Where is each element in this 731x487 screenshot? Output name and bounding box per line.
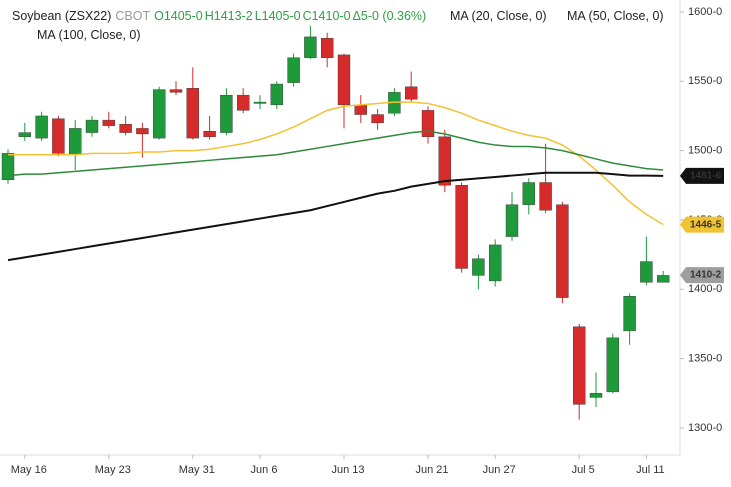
candle-body	[270, 83, 283, 106]
price-tag	[680, 167, 724, 184]
x-tick-label: May 23	[95, 464, 131, 476]
candle-body	[657, 275, 670, 283]
legend-item: MA (20, Close, 0)	[450, 9, 547, 23]
x-tick-label: Jun 6	[251, 464, 278, 476]
candle-body	[472, 258, 485, 276]
legend-item: MA (50, Close, 0)	[567, 9, 664, 23]
candle-body	[505, 204, 519, 237]
candle-body	[522, 182, 535, 205]
exchange: CBOT	[115, 9, 151, 23]
legend-item: MA (100, Close, 0)	[37, 28, 141, 42]
candle-body	[623, 296, 636, 332]
x-tick-label: Jun 21	[415, 464, 448, 476]
candle-body	[186, 87, 200, 139]
candle-body	[455, 185, 468, 269]
candle-body	[236, 94, 250, 111]
candle-body	[1, 153, 15, 180]
candle-body	[321, 38, 334, 58]
candle-body	[102, 119, 116, 126]
price-tag-label: 1481-6	[690, 171, 722, 182]
candle-body	[304, 36, 317, 58]
x-tick-label: Jul 11	[636, 464, 665, 476]
candle-body	[203, 130, 216, 137]
ma-line	[7, 171, 664, 262]
y-tick-label: 1550-0	[688, 75, 722, 87]
candle-body	[337, 54, 351, 106]
ma-line	[8, 101, 664, 226]
candle-body	[85, 119, 99, 133]
quote: O1405-0 H1413-2 L1405-0 C1410-0 Δ5-0 (0.36%)	[154, 9, 428, 23]
candle-body	[539, 182, 552, 211]
candle-body	[640, 261, 653, 283]
candle-body	[119, 124, 132, 133]
y-tick-label: 1500-0	[688, 145, 722, 157]
ma-line	[7, 130, 664, 177]
candle-body	[405, 86, 418, 100]
candle-body	[68, 128, 82, 155]
candle-body	[573, 326, 586, 405]
candle-body	[606, 337, 619, 393]
candle-body	[489, 244, 502, 282]
price-tag	[680, 216, 724, 233]
x-tick-label: May 31	[179, 464, 215, 476]
candle-body	[438, 136, 451, 186]
candle-body	[136, 128, 149, 135]
price-tag-label: 1410-2	[690, 270, 722, 281]
candle-body	[556, 204, 569, 298]
quote-value: O1405-0	[154, 9, 203, 23]
candle-body	[589, 393, 603, 398]
x-tick-label: Jun 27	[483, 464, 516, 476]
y-tick-label: 1400-0	[688, 283, 722, 295]
candle-body	[35, 115, 48, 139]
quote-value: Δ5-0 (0.36%)	[352, 9, 427, 23]
quote-value: C1410-0	[302, 9, 351, 23]
candle-body	[152, 89, 166, 139]
x-tick-label: May 16	[11, 464, 47, 476]
candle-body	[253, 101, 267, 104]
quote-value: L1405-0	[254, 9, 301, 23]
price-tag	[680, 267, 724, 284]
candle-body	[52, 118, 65, 154]
header: Soybean (ZSX22) CBOT O1405-0 H1413-2 L1405-0…	[12, 9, 432, 23]
y-tick-label: 1350-0	[688, 353, 722, 365]
x-tick-label: Jul 5	[572, 464, 595, 476]
price-tag-label: 1446-5	[690, 219, 722, 230]
candle-body	[371, 114, 384, 124]
y-tick-label: 1600-0	[688, 6, 722, 18]
candle-body	[18, 132, 31, 137]
x-tick-label: Jun 13	[331, 464, 364, 476]
candle-body	[169, 89, 183, 93]
chart-title: Soybean (ZSX22)	[12, 9, 112, 23]
candle-body	[220, 94, 233, 133]
quote-value: H1413-2	[204, 9, 253, 23]
candle-body	[421, 110, 435, 137]
y-tick-label: 1300-0	[688, 422, 722, 434]
candle-body	[287, 57, 300, 83]
candle-body	[354, 104, 367, 115]
